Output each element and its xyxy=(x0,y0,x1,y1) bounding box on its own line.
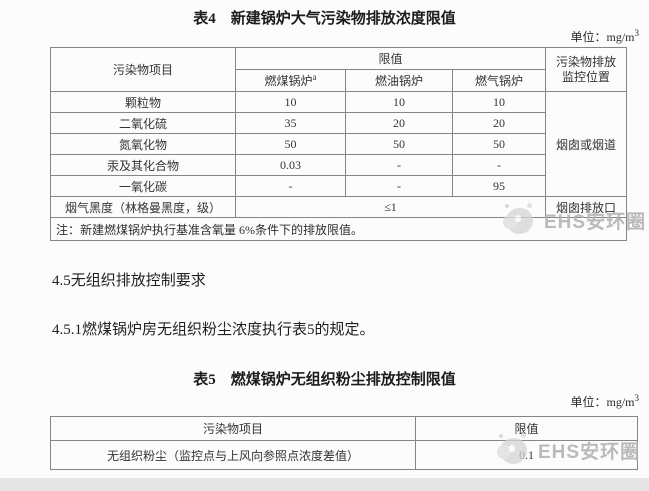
unit-superscript: 3 xyxy=(634,28,640,38)
table4-header-coal: 燃煤锅炉a xyxy=(235,69,346,92)
table5-header-limit: 限值 xyxy=(415,416,638,441)
coal-footnote-mark: a xyxy=(312,72,317,82)
blackness-monitor-location: 烟囱排放口 xyxy=(545,196,628,218)
table-row-co: 一氧化碳 - - 95 xyxy=(50,175,627,197)
table4-header-row-1: 污染物项目 限值 污染物排放监控位置 xyxy=(50,47,628,92)
coal-value: 35 xyxy=(235,112,346,134)
table4-note: 注：新建燃煤锅炉执行基准含氧量 6%条件下的排放限值。 xyxy=(49,217,628,241)
oil-value: 20 xyxy=(345,112,453,134)
pollutant-name: 一氧化碳 xyxy=(50,175,236,197)
table4: 污染物项目 限值 污染物排放监控位置 燃煤锅炉a 燃油锅炉 燃气锅炉 颗粒物 1… xyxy=(49,47,628,241)
gas-value: 50 xyxy=(451,133,547,155)
gas-value: - xyxy=(451,154,547,176)
pollutant-name: 二氧化硫 xyxy=(50,112,236,134)
oil-value: - xyxy=(345,175,453,197)
table-row-mercury: 汞及其化合物 0.03 - - xyxy=(50,154,627,176)
unit-text: 单位：mg/m xyxy=(570,395,635,409)
table4-header-limit: 限值 xyxy=(234,47,547,70)
oil-value: 10 xyxy=(345,91,453,113)
coal-header-text: 燃煤锅炉 xyxy=(264,74,313,88)
table4-unit-label: 单位：mg/m3 xyxy=(570,28,639,45)
table-row-fugitive-dust: 无组织粉尘（监控点与上风向参照点浓度差值） 0.1 xyxy=(50,440,638,470)
pollutant-name: 氮氧化物 xyxy=(50,133,236,155)
coal-value: 0.03 xyxy=(235,154,346,176)
oil-value: 50 xyxy=(345,133,453,155)
coal-value: 10 xyxy=(235,91,346,113)
table4-header-row-2: 燃煤锅炉a 燃油锅炉 燃气锅炉 xyxy=(51,69,627,92)
bottom-strip xyxy=(0,478,649,491)
table4-header-pollutant: 污染物项目 xyxy=(50,47,236,92)
unit-superscript: 3 xyxy=(634,393,640,403)
table4-title: 表4 新建锅炉大气污染物排放浓度限值 xyxy=(193,11,456,27)
table-row-blackness: 烟气黑度（林格曼黑度，级） ≤1 烟囱排放口 xyxy=(50,196,628,218)
section-text-4-5-1: 4.5.1燃煤锅炉房无组织粉尘浓度执行表5的规定。 xyxy=(52,322,375,338)
pollutant-name: 无组织粉尘（监控点与上风向参照点浓度差值） xyxy=(50,440,416,470)
gas-value: 20 xyxy=(451,112,547,134)
section-heading-4-5: 4.5无组织排放控制要求 xyxy=(52,273,206,289)
oil-value: - xyxy=(345,154,453,176)
table5-header-pollutant: 污染物项目 xyxy=(50,416,416,441)
table5: 污染物项目 限值 无组织粉尘（监控点与上风向参照点浓度差值） 0.1 xyxy=(50,416,638,470)
gas-value: 10 xyxy=(451,91,547,113)
pollutant-name: 颗粒物 xyxy=(50,91,236,113)
table-row-nox: 氮氧化物 50 50 50 xyxy=(50,133,627,155)
table5-header-row: 污染物项目 限值 xyxy=(50,416,638,441)
unit-text: 单位：mg/m xyxy=(570,30,635,44)
monitor-header-text: 污染物排放监控位置 xyxy=(556,54,617,84)
table4-header-gas: 燃气锅炉 xyxy=(451,69,547,92)
table4-header-oil: 燃油锅炉 xyxy=(345,69,453,92)
pollutant-name: 汞及其化合物 xyxy=(50,154,236,176)
gas-value: 95 xyxy=(451,175,547,197)
blackness-value: ≤1 xyxy=(234,196,547,218)
table-row-so2: 二氧化硫 35 20 20 xyxy=(50,112,627,134)
table4-header-monitor: 污染物排放监控位置 xyxy=(545,47,628,92)
table5-unit-label: 单位：mg/m3 xyxy=(570,393,639,410)
coal-value: 50 xyxy=(235,133,346,155)
table5-title: 表5 燃煤锅炉无组织粉尘排放控制限值 xyxy=(193,372,456,388)
dust-limit-value: 0.1 xyxy=(415,440,638,470)
table4-note-row: 注：新建燃煤锅炉执行基准含氧量 6%条件下的排放限值。 xyxy=(49,217,628,241)
coal-value: - xyxy=(235,175,346,197)
monitor-location-merged: 烟囱或烟道 xyxy=(545,91,628,197)
pollutant-name: 烟气黑度（林格曼黑度，级） xyxy=(50,196,236,218)
table-row-particulate: 颗粒物 10 10 10 烟囱或烟道 xyxy=(50,91,628,197)
